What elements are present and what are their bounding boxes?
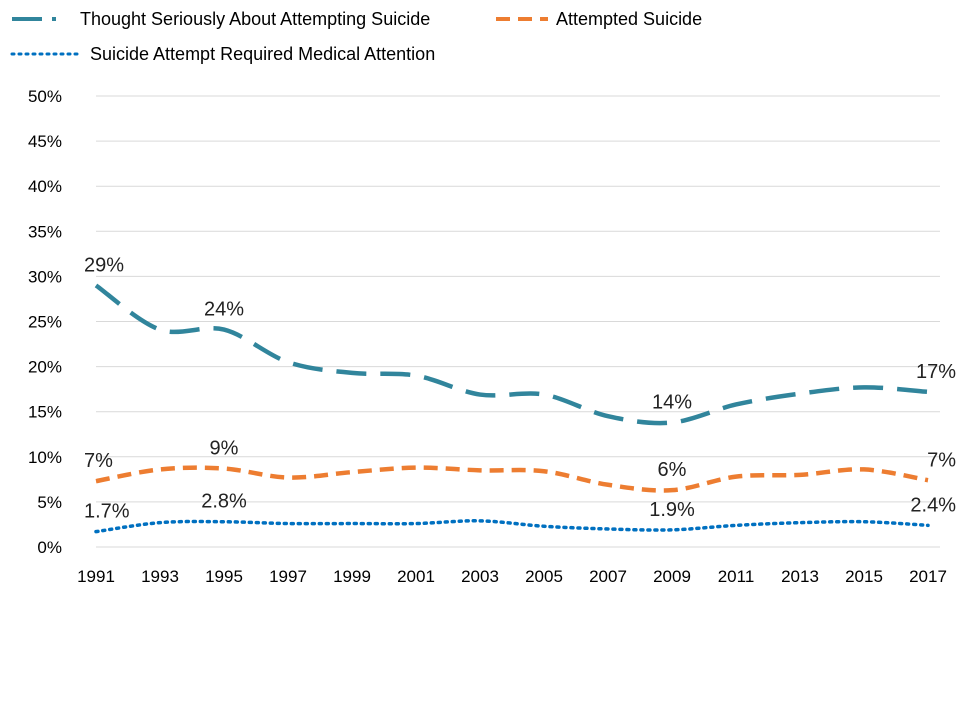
- x-tick-label: 1995: [205, 567, 243, 586]
- y-tick-label: 40%: [28, 177, 62, 196]
- data-label-medical: 2.8%: [201, 491, 247, 513]
- data-label-thought: 17%: [916, 361, 956, 383]
- data-label-medical: 2.4%: [910, 494, 956, 516]
- y-tick-label: 15%: [28, 403, 62, 422]
- y-tick-label: 0%: [37, 538, 62, 557]
- data-labels: 29% 24% 14% 17% 7% 9% 6% 7% 1.7% 2.8% 1.9% 2.4%: [84, 254, 956, 522]
- x-tick-label: 2009: [653, 567, 691, 586]
- data-label-attempted: 9%: [210, 438, 239, 460]
- x-tick-label: 2017: [909, 567, 947, 586]
- gridlines: [96, 95, 940, 548]
- data-label-thought: 29%: [84, 254, 124, 276]
- y-tick-label: 25%: [28, 313, 62, 332]
- series-line-thought: [94, 283, 929, 426]
- y-tick-label: 30%: [28, 267, 62, 286]
- x-tick-label: 2015: [845, 567, 883, 586]
- legend-label-attempted: Attempted Suicide: [556, 9, 702, 29]
- legend-entry-medical: Suicide Attempt Required Medical Attenti…: [10, 44, 435, 64]
- y-tick-label: 45%: [28, 132, 62, 151]
- x-tick-label: 1999: [333, 567, 371, 586]
- x-axis: 1991 1993 1995 1997 1999 2001 2003 2005 2007 2009…: [77, 567, 947, 586]
- x-tick-label: 2013: [781, 567, 819, 586]
- data-label-medical: 1.7%: [84, 501, 130, 523]
- data-label-attempted: 6%: [658, 459, 687, 481]
- y-tick-label: 35%: [28, 222, 62, 241]
- x-tick-label: 1991: [77, 567, 115, 586]
- series-line-medical: [94, 519, 930, 534]
- x-tick-label: 2007: [589, 567, 627, 586]
- series-lines: [94, 283, 930, 534]
- y-tick-label: 5%: [37, 493, 62, 512]
- x-tick-label: 2005: [525, 567, 563, 586]
- x-tick-label: 1997: [269, 567, 307, 586]
- y-tick-label: 50%: [28, 87, 62, 106]
- data-label-attempted: 7%: [84, 450, 113, 472]
- legend: Thought Seriously About Attempting Suici…: [10, 9, 702, 64]
- x-tick-label: 2003: [461, 567, 499, 586]
- x-tick-label: 1993: [141, 567, 179, 586]
- y-axis: 0% 5% 10% 15% 20% 25% 30% 35% 40% 45% 50%: [28, 87, 62, 557]
- x-tick-label: 2011: [718, 567, 755, 586]
- data-label-thought: 24%: [204, 299, 244, 321]
- data-label-attempted: 7%: [927, 449, 956, 471]
- data-label-medical: 1.9%: [649, 499, 695, 521]
- legend-entry-thought: Thought Seriously About Attempting Suici…: [12, 9, 430, 29]
- y-tick-label: 10%: [28, 448, 62, 467]
- data-label-thought: 14%: [652, 392, 692, 414]
- x-tick-label: 2001: [397, 567, 435, 586]
- legend-entry-attempted: Attempted Suicide: [496, 9, 702, 29]
- legend-label-medical: Suicide Attempt Required Medical Attenti…: [90, 44, 435, 64]
- legend-label-thought: Thought Seriously About Attempting Suici…: [80, 9, 430, 29]
- y-tick-label: 20%: [28, 358, 62, 377]
- series-line-attempted: [95, 465, 929, 493]
